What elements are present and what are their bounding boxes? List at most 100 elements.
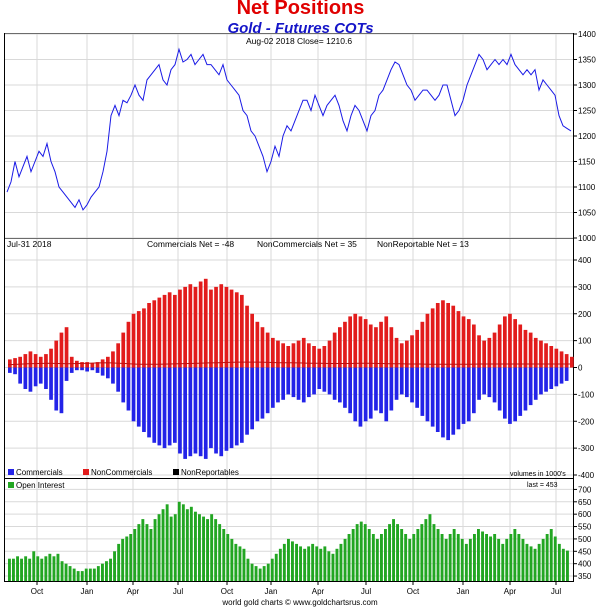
open-interest-bar — [440, 534, 444, 581]
open-interest-bar — [347, 534, 351, 581]
noncommercials-bar — [415, 329, 419, 368]
noncommercials-bar — [301, 337, 306, 368]
price-y-tick-label: 1300 — [578, 81, 596, 90]
open-interest-bar — [315, 546, 319, 581]
oi-y-tick-label: 350 — [578, 572, 592, 581]
noncommercials-bar — [384, 316, 389, 368]
open-interest-bar — [485, 534, 488, 581]
commercials-bar — [430, 367, 435, 427]
open-interest-bar — [384, 529, 387, 581]
price-y-tick-label: 1400 — [578, 30, 596, 39]
x-axis: Oct Jan Apr Jul Oct Jan Apr Jul Oct Jan Apr Jul — [31, 581, 561, 596]
commercials-bar — [33, 367, 38, 387]
noncommercials-bar — [420, 321, 425, 368]
open-interest-bar — [452, 529, 456, 581]
commercials-bar — [250, 367, 254, 430]
commercials-bar — [415, 367, 419, 408]
open-interest-bar — [76, 571, 80, 581]
net-y-tick-label: -300 — [578, 444, 595, 453]
open-interest-bar — [40, 558, 44, 581]
open-interest-bar — [117, 543, 121, 581]
commercials-bar — [533, 367, 538, 400]
open-interest-bar — [242, 548, 246, 581]
open-interest-bar — [295, 543, 298, 581]
price-y-axis: 1000 1050 1100 1150 1200 1250 1300 1350 1400 — [573, 30, 596, 243]
price-gridlines — [5, 33, 573, 239]
open-interest-bar — [141, 519, 145, 581]
commercials-bar — [90, 367, 95, 371]
chart-title: Net Positions — [236, 0, 365, 19]
open-interest-bar — [400, 529, 404, 581]
noncommercials-bar — [75, 360, 79, 368]
net-y-axis: -400 -300 -200 -100 0 100 200 300 400 — [573, 256, 595, 480]
open-interest-bar — [149, 529, 153, 581]
open-interest-bar — [335, 548, 339, 581]
oi-y-tick-label: 500 — [578, 535, 592, 544]
open-interest-bar — [460, 538, 464, 581]
open-interest-bar — [505, 538, 509, 581]
open-interest-bar — [109, 558, 112, 581]
commercials-bar — [162, 367, 167, 449]
noncommercials-bar — [497, 324, 502, 368]
commercials-bar — [353, 367, 358, 422]
noncommercials-bar — [131, 313, 136, 368]
noncommercials-bar — [85, 362, 89, 368]
net-y-tick-label: -200 — [578, 417, 595, 426]
open-interest-bar — [561, 548, 565, 581]
oi-y-tick-label: 700 — [578, 485, 592, 494]
open-interest-bar — [525, 543, 529, 581]
noncommercials-bar — [136, 311, 141, 368]
commercials-bar — [276, 367, 280, 403]
commercials-bar — [224, 367, 229, 451]
open-interest-bar — [262, 566, 266, 581]
open-interest-bar — [513, 529, 517, 581]
open-interest-bar — [339, 543, 343, 581]
commercials-bar — [508, 367, 512, 424]
open-interest-bar — [327, 551, 331, 581]
open-interest-bar — [412, 534, 416, 581]
commercials-bar — [456, 367, 461, 430]
open-interest-bar — [80, 571, 84, 581]
commercials-bar — [420, 367, 425, 416]
x-tick-label: Jul — [361, 587, 371, 596]
commercials-bar — [343, 367, 347, 408]
noncommercials-bar — [126, 321, 131, 368]
net-y-tick-label: 100 — [578, 337, 592, 346]
commercials-bar — [461, 367, 466, 424]
noncommercials-bar — [198, 281, 203, 368]
noncommercials-bar — [435, 303, 440, 368]
legend-label-noncommercials: NonCommercials — [91, 468, 152, 477]
commercials-bar — [49, 367, 53, 400]
commercials-bar — [234, 367, 239, 446]
commercials-bar — [75, 367, 79, 371]
noncommercials-bar — [245, 305, 249, 368]
open-interest-bar — [517, 534, 521, 581]
commercials-bar — [69, 367, 74, 373]
noncommercials-bar — [286, 346, 291, 368]
legend-swatch-nonreportables — [173, 469, 179, 475]
open-interest-bar — [501, 543, 505, 581]
commercials-bar — [245, 367, 249, 435]
commercials-bar — [544, 367, 548, 392]
commercials-bar — [147, 367, 151, 438]
open-interest-bar — [557, 543, 561, 581]
noncommercials-bar — [28, 351, 33, 368]
open-interest-bar — [28, 558, 32, 581]
commercials-net-label: Commercials Net = -48 — [147, 239, 234, 249]
open-interest-bar — [246, 558, 250, 581]
commercials-bar — [539, 367, 543, 395]
noncommercials-bar — [142, 308, 146, 368]
open-interest-bar — [408, 538, 412, 581]
noncommercials-bar — [379, 321, 383, 368]
net-y-tick-label: -100 — [578, 390, 595, 399]
commercials-bar — [255, 367, 260, 422]
x-tick-label: Jan — [265, 587, 278, 596]
noncommercials-bar — [188, 284, 193, 368]
open-interest-bar — [254, 566, 258, 581]
open-interest-bar — [549, 529, 553, 581]
x-tick-label: Jan — [457, 587, 470, 596]
commercials-bar — [85, 367, 89, 372]
noncommercials-bar — [178, 289, 182, 368]
noncommercials-bar — [482, 340, 486, 368]
oi-y-tick-label: 600 — [578, 510, 592, 519]
